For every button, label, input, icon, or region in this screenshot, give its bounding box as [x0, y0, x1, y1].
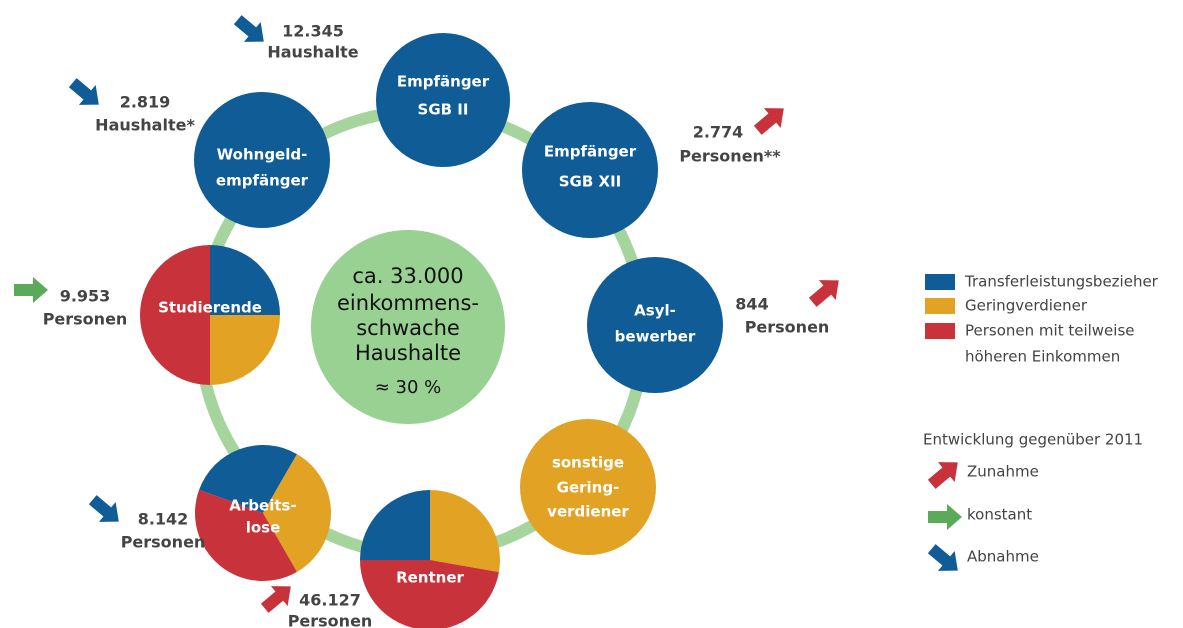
node-label: Gering-: [557, 479, 620, 497]
legend-title: Entwicklung gegenüber 2011: [923, 431, 1143, 449]
node: [520, 419, 656, 555]
node-label: Arbeits-: [229, 497, 296, 515]
pie-slice: [430, 490, 500, 573]
trend-arrow: [233, 15, 264, 42]
node: [587, 257, 723, 393]
trend-arrow: [928, 504, 962, 530]
legend-label: Zunahme: [967, 463, 1039, 481]
trend-arrow: [927, 544, 958, 571]
legend-label: höheren Einkommen: [965, 348, 1120, 366]
legend-label: Transferleistungsbezieher: [964, 273, 1159, 291]
center-text: einkommens-: [337, 291, 479, 315]
annotation-value: 2.774: [693, 123, 744, 142]
node-label: verdiener: [547, 503, 629, 521]
legend-label: Abnahme: [967, 548, 1039, 566]
center-text: Haushalte: [355, 341, 461, 365]
legend-swatch: [925, 274, 955, 290]
node-label: SGB XII: [559, 173, 622, 191]
node-label: empfänger: [216, 172, 309, 190]
legend-swatch: [925, 298, 955, 314]
pie-slice: [140, 245, 210, 385]
pie-slice: [360, 560, 499, 628]
annotation-value: 844: [735, 295, 768, 314]
node-label: Studierende: [158, 299, 262, 317]
node-label: bewerber: [615, 328, 696, 346]
node-label: lose: [246, 519, 281, 537]
legend-label: konstant: [967, 506, 1032, 524]
annotation-unit: Haushalte*: [95, 116, 195, 135]
pie-slice: [199, 445, 297, 513]
annotation-value: 2.819: [120, 93, 171, 112]
node-label: sonstige: [552, 454, 624, 472]
pie-slice: [360, 490, 430, 560]
node-label: Wohngeld-: [217, 146, 308, 164]
pie-slice: [210, 315, 280, 385]
annotation-value: 46.127: [299, 591, 361, 610]
annotation-unit: Personen: [121, 533, 206, 552]
trend-arrow: [14, 277, 48, 303]
trend-arrow: [753, 108, 784, 135]
pie-slice: [210, 245, 280, 315]
node-label: SGB II: [418, 101, 469, 119]
center-text: ≈ 30 %: [375, 377, 442, 398]
annotation-value: 9.953: [60, 287, 111, 306]
node-label: Asyl-: [634, 302, 676, 320]
node: [522, 102, 658, 238]
node-label: Rentner: [396, 569, 464, 587]
annotation-value: 12.345: [282, 22, 344, 41]
annotation-unit: Haushalte: [267, 43, 358, 62]
pie-slice: [263, 454, 331, 572]
legend-label: Geringverdiener: [965, 297, 1088, 315]
pie-slice: [195, 489, 297, 581]
node: [376, 33, 510, 167]
node-label: Empfänger: [397, 73, 490, 91]
center-text: ca. 33.000: [352, 264, 463, 288]
annotation-unit: Personen: [43, 310, 128, 329]
trend-arrow: [808, 280, 839, 307]
node: [194, 92, 330, 228]
trend-arrow: [68, 78, 99, 105]
trend-arrow: [88, 495, 119, 522]
trend-arrow: [927, 462, 958, 489]
annotation-value: 8.142: [138, 510, 189, 529]
annotation-unit: Personen: [745, 318, 830, 337]
center-circle: [311, 230, 505, 424]
annotation-unit: Personen**: [679, 147, 781, 166]
legend-label: Personen mit teilweise: [965, 322, 1135, 340]
legend-swatch: [925, 323, 955, 339]
center-text: schwache: [356, 316, 460, 340]
trend-arrow: [260, 586, 291, 613]
node-label: Empfänger: [544, 143, 637, 161]
annotation-unit: Personen: [288, 612, 373, 628]
